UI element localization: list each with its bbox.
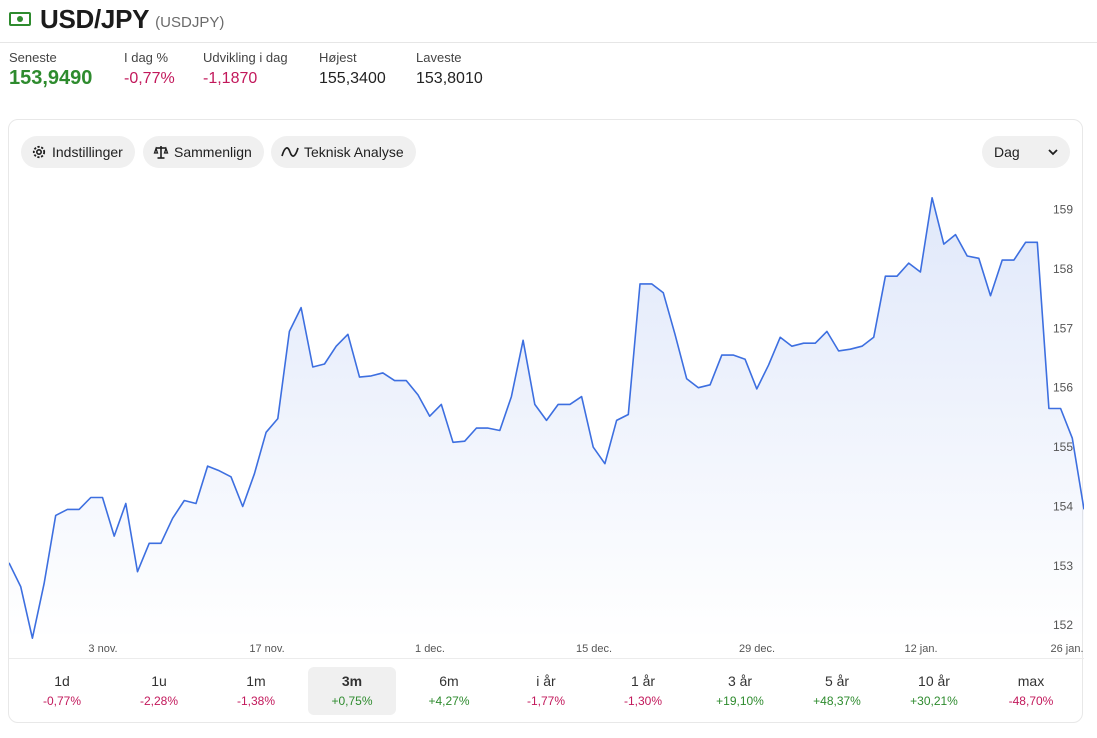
range-label: 1u xyxy=(151,673,167,689)
y-tick-label: 153 xyxy=(1053,559,1073,573)
range-label: 3 år xyxy=(727,673,753,689)
range-5y[interactable]: 5 år +48,37% xyxy=(793,667,881,715)
range-10y[interactable]: 10 år +30,21% xyxy=(890,667,978,715)
price-line xyxy=(9,197,1084,639)
compare-label: Sammenlign xyxy=(174,144,252,160)
x-tick-label: 15 dec. xyxy=(576,643,612,655)
stat-high: Højest 155,3400 xyxy=(319,50,386,88)
page-title: USD/JPY xyxy=(40,3,150,34)
range-change: -0,77% xyxy=(42,694,82,708)
scale-icon xyxy=(153,146,169,159)
period-select-value: Dag xyxy=(994,144,1020,160)
range-change: +48,37% xyxy=(813,694,861,708)
range-label: 1 år xyxy=(630,673,656,689)
range-change: +0,75% xyxy=(331,694,373,708)
chevron-down-icon xyxy=(1048,148,1058,155)
compare-button[interactable]: Sammenlign xyxy=(143,136,264,168)
range-3y[interactable]: 3 år +19,10% xyxy=(696,667,784,715)
technical-analysis-label: Teknisk Analyse xyxy=(304,144,404,160)
range-change: -48,70% xyxy=(1008,694,1054,708)
y-tick-label: 159 xyxy=(1053,203,1073,217)
y-tick-label: 157 xyxy=(1053,321,1073,335)
range-label: 6m xyxy=(439,673,459,689)
range-change: -1,38% xyxy=(236,694,276,708)
x-tick-label: 1 dec. xyxy=(415,643,445,655)
x-tick-label: 29 dec. xyxy=(739,643,775,655)
range-1y[interactable]: 1 år -1,30% xyxy=(599,667,687,715)
stat-value: 153,9490 xyxy=(9,67,93,89)
range-ytd[interactable]: i år -1,77% xyxy=(502,667,590,715)
y-tick-label: 154 xyxy=(1053,500,1073,514)
wave-line-icon xyxy=(281,147,299,157)
y-tick-label: 155 xyxy=(1053,440,1073,454)
gear-icon xyxy=(32,145,46,159)
stat-value: -0,77% xyxy=(124,70,175,87)
range-1d[interactable]: 1d -0,77% xyxy=(18,667,106,715)
stat-today-change: Udvikling i dag -1,1870 xyxy=(203,50,288,88)
ticker-symbol: (USDJPY) xyxy=(155,13,225,31)
range-change: +4,27% xyxy=(428,694,470,708)
range-label: max xyxy=(1017,673,1045,689)
range-change: -1,77% xyxy=(526,694,566,708)
range-selector: 1d -0,77% 1u -2,28% 1m -1,38% 3m +0,75% … xyxy=(9,658,1084,725)
stat-label: I dag % xyxy=(124,50,169,65)
technical-analysis-button[interactable]: Teknisk Analyse xyxy=(271,136,416,168)
chart-card: 152 153 154 155 156 157 158 159 3 nov. 17 nov. 1 d… xyxy=(8,119,1084,725)
y-tick-label: 158 xyxy=(1053,262,1073,276)
range-change: -2,28% xyxy=(139,694,179,708)
x-tick-label: 17 nov. xyxy=(249,643,284,655)
period-select[interactable]: Dag xyxy=(982,136,1070,168)
y-tick-label: 152 xyxy=(1053,618,1073,632)
range-change: +30,21% xyxy=(910,694,958,708)
banknote-icon xyxy=(9,12,31,26)
range-label: 5 år xyxy=(824,673,850,689)
header-divider xyxy=(0,42,1097,43)
price-chart[interactable]: 152 153 154 155 156 157 158 159 3 nov. 17 nov. 1 d… xyxy=(9,120,1084,660)
range-change: -1,30% xyxy=(623,694,663,708)
chart-area-fill xyxy=(9,197,1084,641)
y-tick-label: 156 xyxy=(1053,381,1073,395)
stat-value: 153,8010 xyxy=(416,70,483,87)
stat-label: Seneste xyxy=(9,50,57,65)
stat-label: Højest xyxy=(319,50,357,65)
stat-latest: Seneste 153,9490 xyxy=(9,50,92,90)
range-max[interactable]: max -48,70% xyxy=(987,667,1075,715)
range-change: +19,10% xyxy=(716,694,764,708)
stat-today-percent: I dag % -0,77% xyxy=(124,50,175,88)
range-1m[interactable]: 1m -1,38% xyxy=(212,667,300,715)
range-label: 1d xyxy=(54,673,70,689)
range-label: 10 år xyxy=(918,673,950,689)
stat-value: 155,3400 xyxy=(319,70,386,87)
settings-label: Indstillinger xyxy=(52,144,123,160)
header: USD/JPY (USDJPY) xyxy=(9,4,224,34)
range-3m[interactable]: 3m +0,75% xyxy=(308,667,396,715)
range-label: 3m xyxy=(341,673,363,689)
range-label: 1m xyxy=(246,673,266,689)
stat-value: -1,1870 xyxy=(203,70,258,87)
stat-label: Laveste xyxy=(416,50,462,65)
range-label: i år xyxy=(536,673,556,689)
settings-button[interactable]: Indstillinger xyxy=(21,136,135,168)
x-tick-label: 12 jan. xyxy=(904,643,937,655)
range-1u[interactable]: 1u -2,28% xyxy=(115,667,203,715)
range-6m[interactable]: 6m +4,27% xyxy=(405,667,493,715)
x-tick-label: 3 nov. xyxy=(88,643,117,655)
stat-label: Udvikling i dag xyxy=(203,50,288,65)
x-tick-label: 26 jan. xyxy=(1050,643,1083,655)
stat-low: Laveste 153,8010 xyxy=(416,50,483,88)
